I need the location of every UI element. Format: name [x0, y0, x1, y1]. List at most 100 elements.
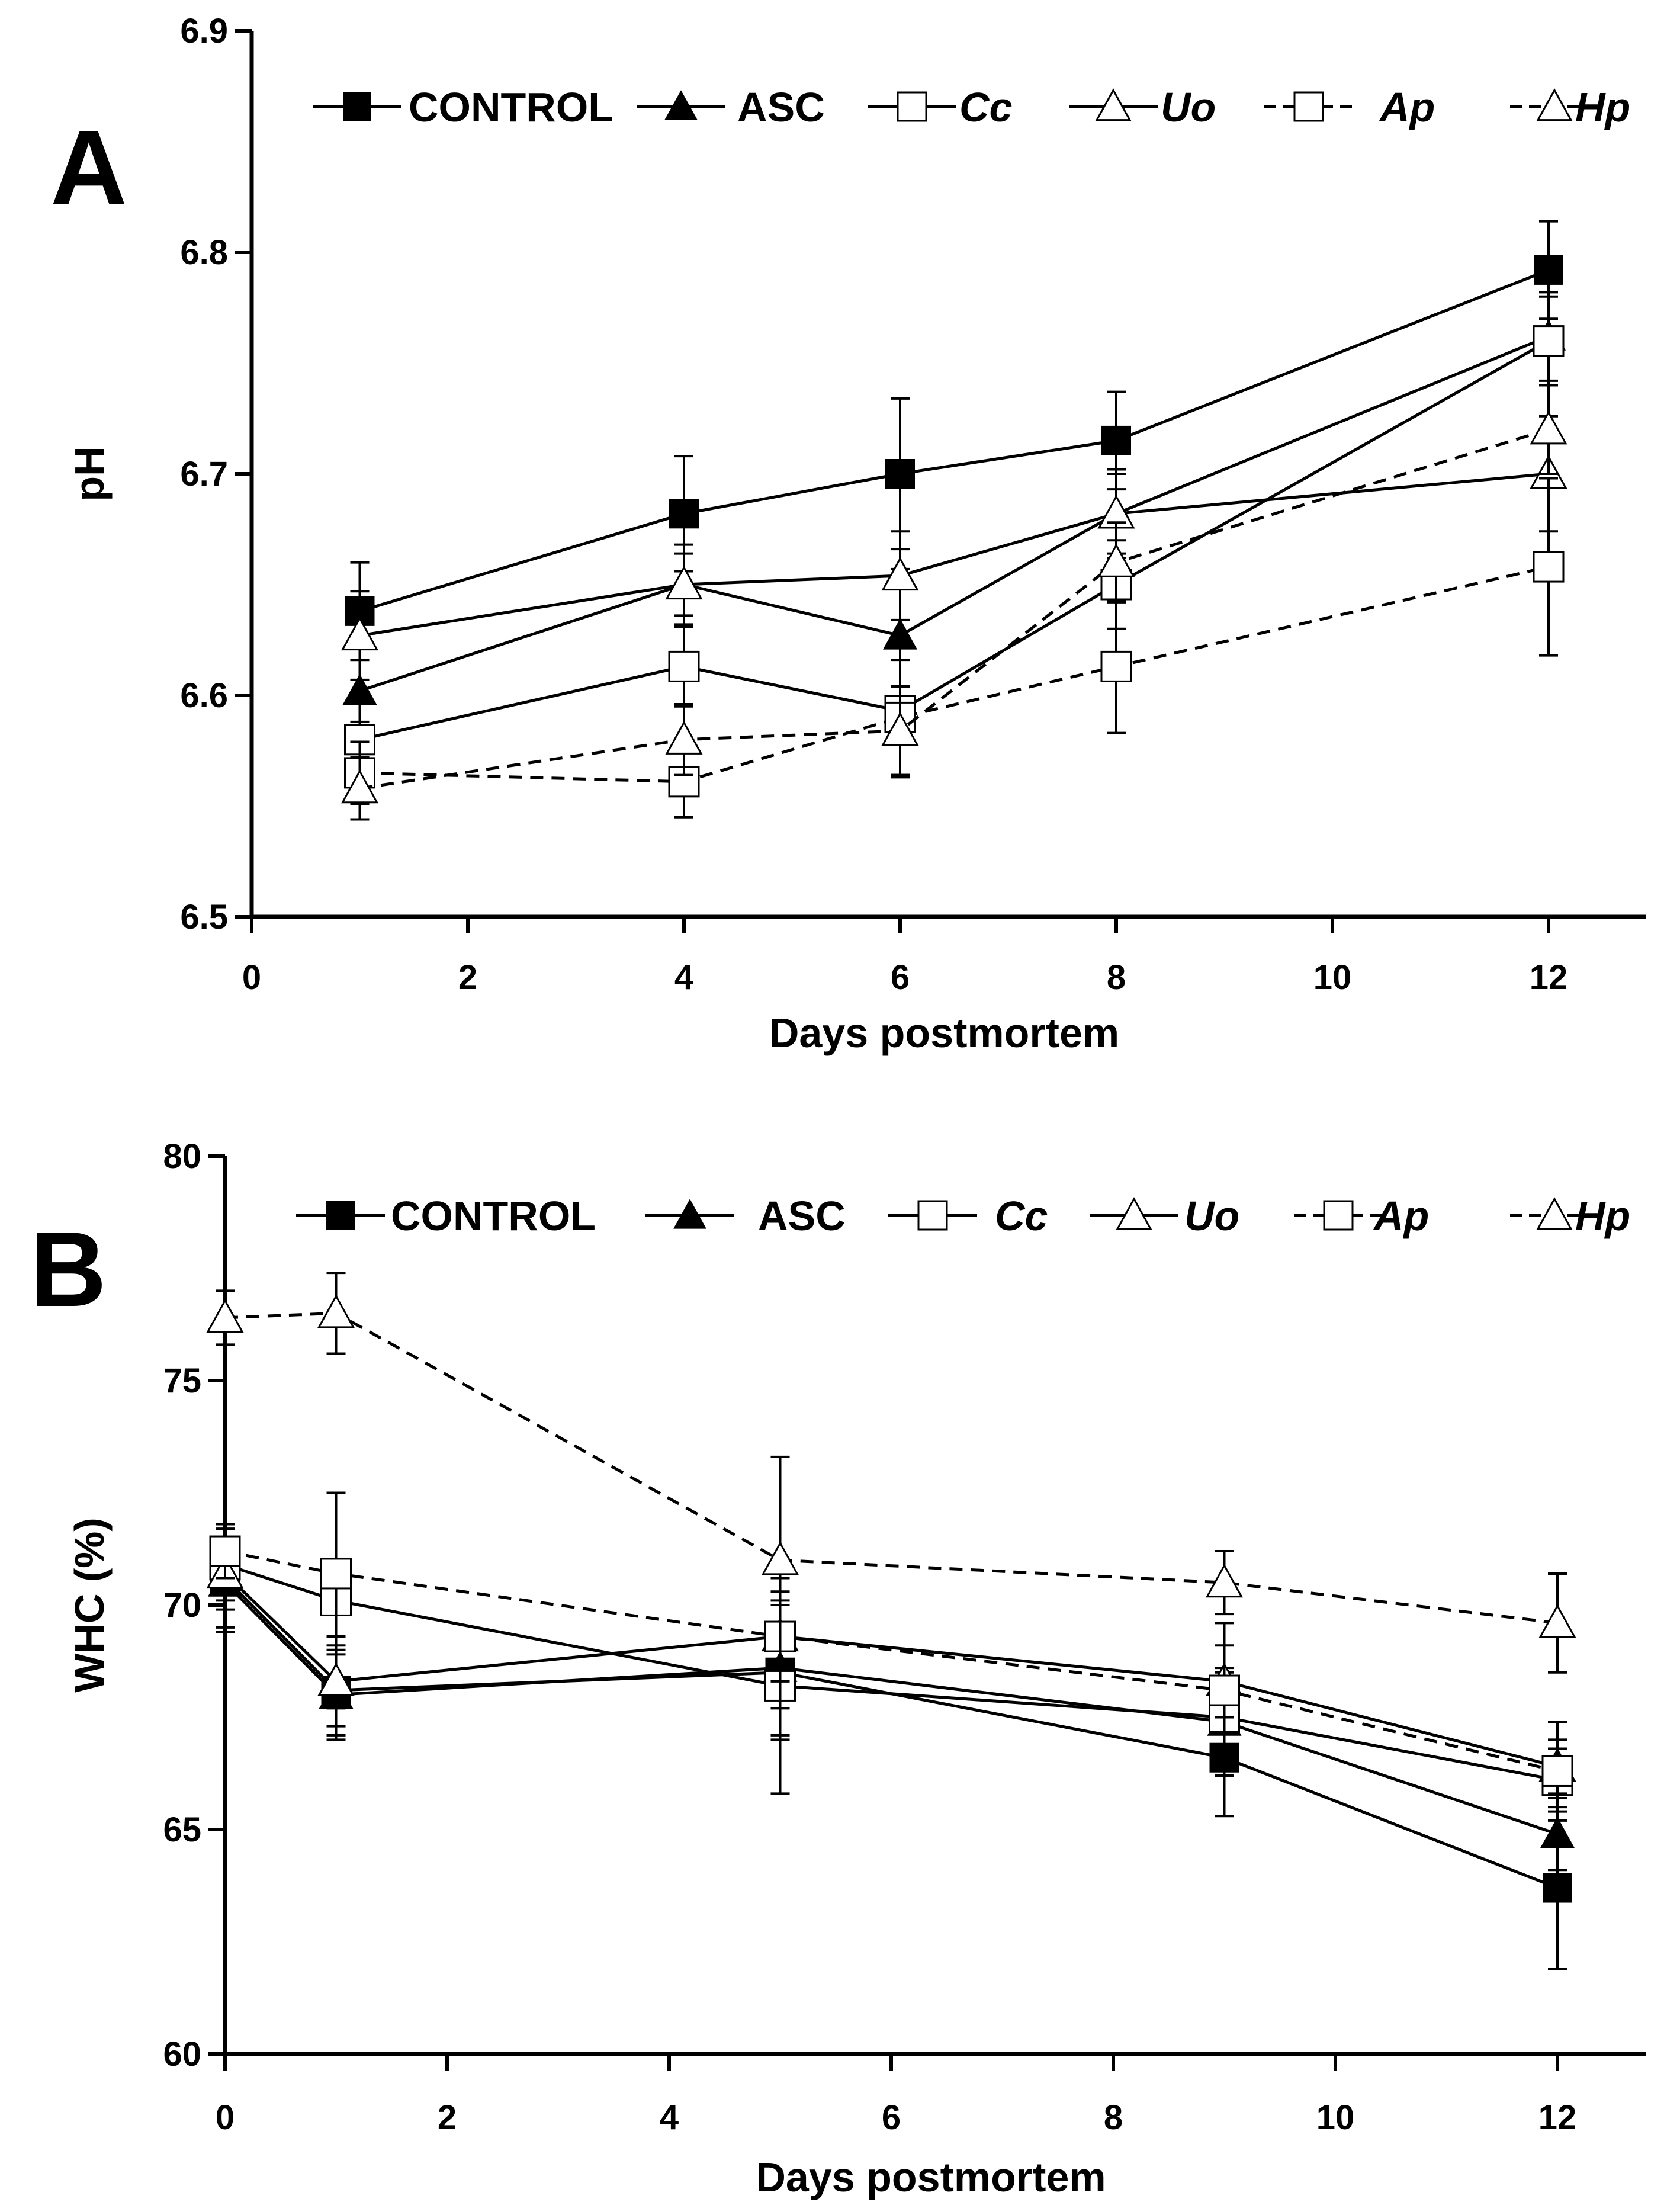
y-tick-label: 6.6 — [180, 676, 228, 715]
y-tick-label: 6.9 — [180, 12, 228, 50]
legend-marker — [326, 1201, 355, 1230]
x-tick-label: 12 — [1538, 2098, 1577, 2137]
series-line — [224, 1581, 1558, 1835]
x-tick-label: 4 — [660, 2098, 679, 2137]
series-line — [359, 339, 1550, 742]
x-axis-label: Days postmortem — [769, 1010, 1119, 1056]
data-point — [665, 720, 703, 755]
y-tick-label: 75 — [163, 1362, 201, 1400]
y-tick-label: 70 — [163, 1586, 201, 1625]
y-tick-label: 60 — [163, 2035, 201, 2074]
data-point — [1205, 1564, 1244, 1598]
data-point — [881, 557, 919, 591]
legend-label: Uo — [1161, 84, 1216, 130]
legend-marker — [673, 1199, 706, 1229]
legend-label: ASC — [758, 1193, 846, 1239]
data-point — [341, 617, 379, 651]
x-tick-label: 4 — [674, 958, 693, 997]
data-point — [1209, 1674, 1240, 1706]
data-point — [1533, 325, 1565, 357]
legend-marker — [1536, 88, 1573, 121]
legend-marker — [1536, 1197, 1573, 1230]
data-point — [761, 1541, 799, 1575]
legend-marker — [1293, 91, 1324, 122]
series-hp — [206, 1272, 1576, 1674]
data-point — [883, 618, 917, 650]
y-axis-label: pH — [66, 446, 113, 501]
x-axis-label: Days postmortem — [756, 2154, 1106, 2200]
series-hp — [341, 384, 1567, 821]
x-tick-label: 8 — [1107, 958, 1126, 997]
legend-label: ASC — [737, 84, 825, 130]
data-point — [885, 459, 915, 489]
series-uo — [206, 1536, 1576, 1795]
data-point — [665, 566, 703, 600]
x-tick-label: 6 — [882, 2098, 901, 2137]
series-control — [345, 220, 1563, 662]
legend-label: Cc — [995, 1193, 1048, 1239]
series-asc — [342, 291, 1566, 723]
legend-label: Hp — [1575, 1193, 1630, 1239]
series-line — [224, 1549, 1558, 1773]
chart-panel-A: 6.5 6.6 6.7 6.8 6.9 0 2 4 6 8 10 12 Days postmortem p… — [50, 12, 1646, 1056]
legend-marker — [664, 90, 698, 120]
series-control — [210, 1523, 1572, 1970]
y-tick-label: 6.7 — [180, 455, 228, 493]
data-point — [341, 769, 379, 804]
y-tick-label: 6.5 — [180, 898, 228, 936]
series-uo — [341, 415, 1567, 681]
data-point — [1097, 543, 1135, 577]
x-tick-label: 12 — [1530, 958, 1568, 997]
series-line — [224, 1572, 1558, 1769]
legend-label: Hp — [1575, 84, 1630, 130]
data-point — [1541, 1755, 1573, 1787]
x-tick-label: 8 — [1104, 2098, 1123, 2137]
legend-marker — [1323, 1200, 1354, 1231]
data-point — [1533, 551, 1565, 583]
series-ap — [344, 477, 1565, 819]
data-point — [209, 1535, 241, 1567]
data-point — [1543, 1873, 1572, 1903]
data-point — [668, 650, 700, 682]
legend-label: Ap — [1379, 84, 1435, 130]
x-tick-label: 10 — [1313, 958, 1352, 997]
x-tick-label: 2 — [438, 2098, 457, 2137]
panel-label: A — [50, 108, 127, 227]
x-tick-label: 2 — [458, 958, 477, 997]
data-point — [317, 1662, 355, 1696]
series-line — [359, 335, 1549, 692]
x-tick-label: 6 — [891, 958, 910, 997]
data-point — [669, 499, 699, 529]
series-cc — [344, 295, 1565, 781]
x-tick-label: 0 — [242, 958, 261, 997]
data-point — [317, 1294, 355, 1328]
legend-marker — [1116, 1197, 1152, 1230]
chart-panel-B: 60 65 70 75 80 0 2 4 6 8 10 12 Days postmortem WHC (%… — [30, 1137, 1646, 2200]
data-point — [206, 1298, 244, 1333]
series-line — [359, 565, 1549, 784]
legend-marker — [897, 91, 927, 122]
x-tick-label: 0 — [216, 2098, 235, 2137]
legend-label: CONTROL — [391, 1193, 596, 1239]
series-cc — [209, 1491, 1573, 1813]
series-line — [224, 1311, 1558, 1625]
data-point — [1534, 255, 1563, 285]
x-tick-label: 10 — [1316, 2098, 1355, 2137]
data-point — [1101, 425, 1131, 455]
data-point — [1100, 650, 1132, 682]
y-tick-label: 65 — [163, 1811, 201, 1849]
data-point — [342, 673, 377, 705]
legend-marker — [343, 92, 371, 121]
series-line — [224, 1577, 1558, 1889]
data-point — [1530, 410, 1567, 445]
data-point — [1538, 1604, 1576, 1638]
legend-marker — [1095, 88, 1132, 121]
y-axis-label: WHC (%) — [66, 1517, 113, 1692]
legend: CONTROL ASC Cc Uo Ap Hp — [296, 1193, 1630, 1239]
y-tick-label: 80 — [163, 1137, 201, 1176]
data-point — [881, 711, 919, 746]
legend-label: Ap — [1373, 1193, 1429, 1239]
legend-label: Cc — [959, 84, 1012, 130]
data-point — [320, 1558, 352, 1590]
series-asc — [208, 1536, 1575, 1872]
